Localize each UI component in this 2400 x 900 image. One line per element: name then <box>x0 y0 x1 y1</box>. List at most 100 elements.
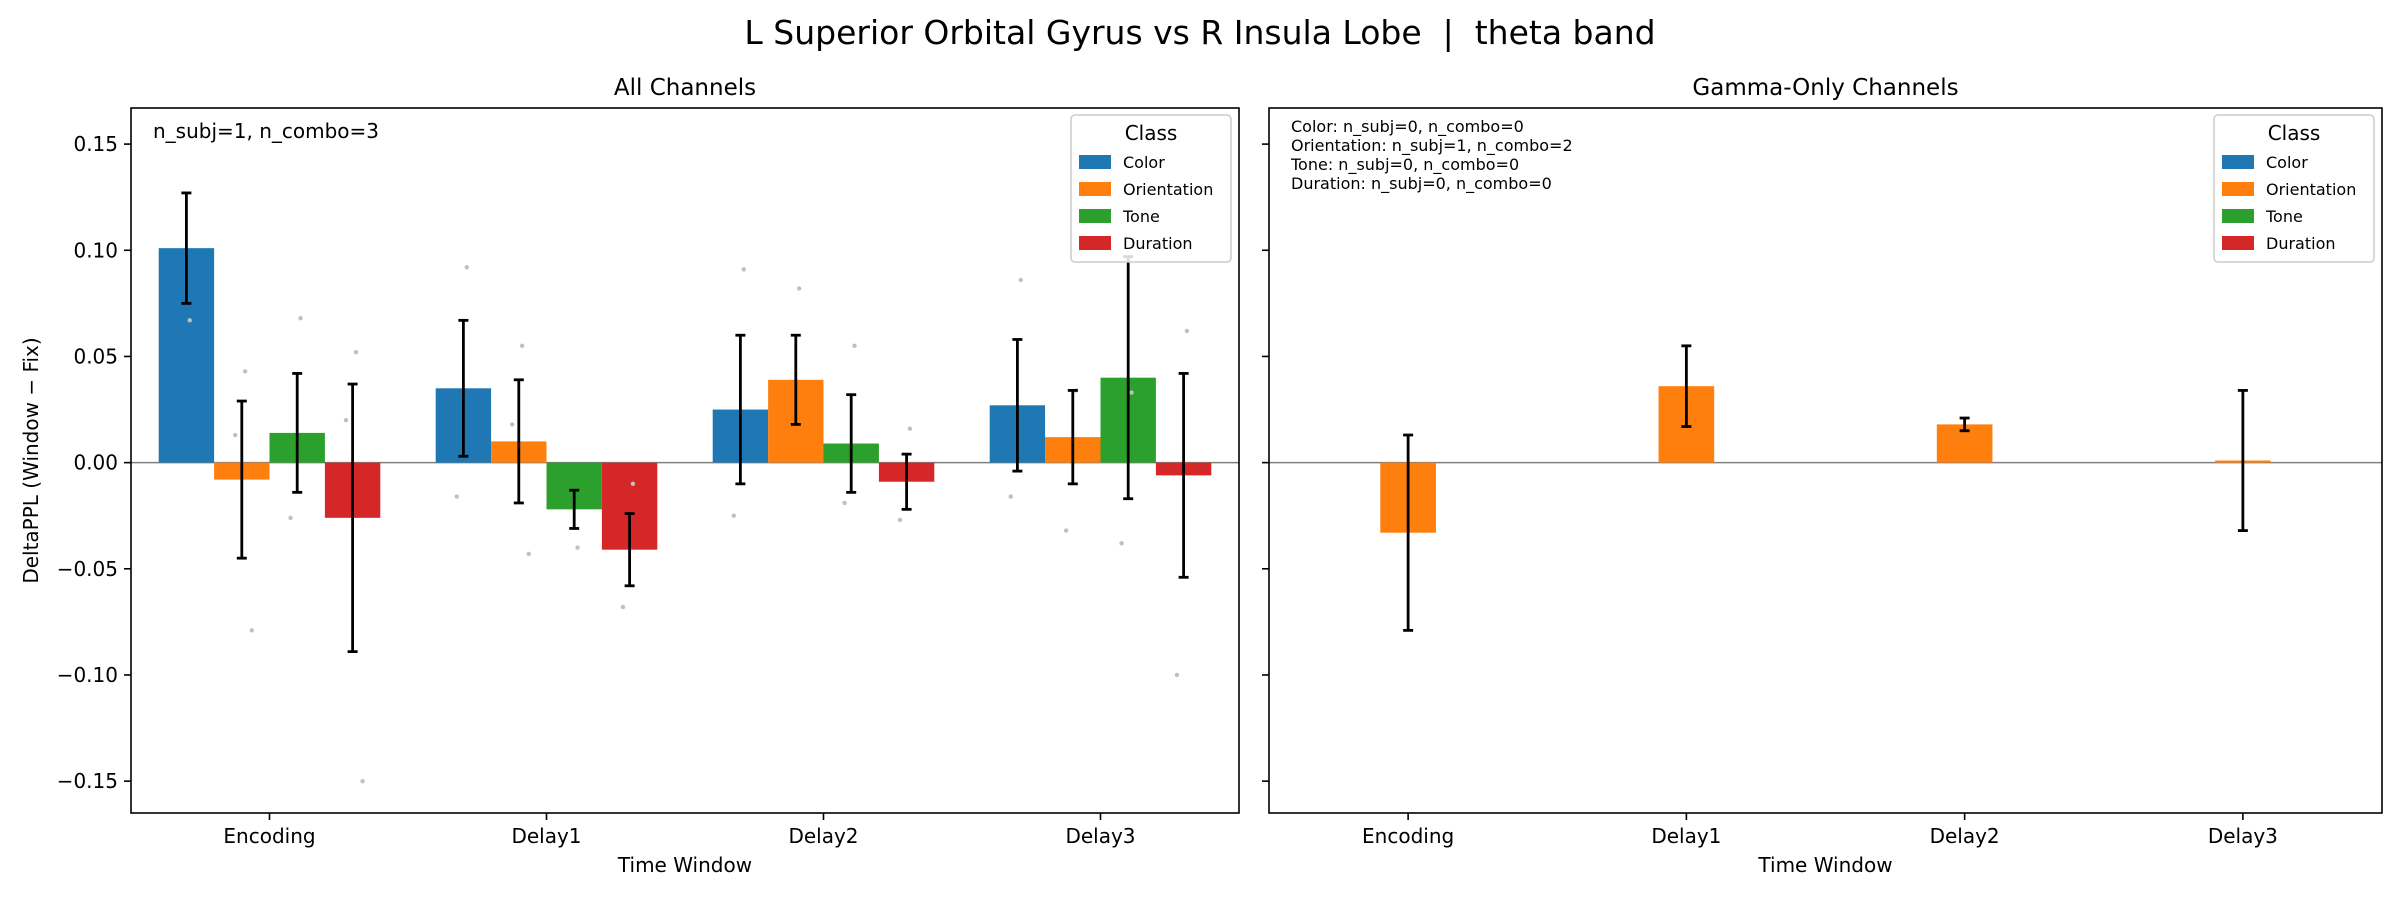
data-point-orientation <box>796 286 802 291</box>
x-axis-label: Time Window <box>1757 853 1892 877</box>
data-point-duration <box>897 517 903 523</box>
annotation-text: n_subj=1, n_combo=3 <box>153 119 379 143</box>
data-point-color <box>454 494 459 499</box>
error-bar-color-delay3 <box>1012 338 1023 473</box>
error-bar-orientation-delay2 <box>1959 416 1970 433</box>
y-tick-label: 0.05 <box>73 344 118 368</box>
annotation-text: Color: n_subj=0, n_combo=0 <box>1291 117 1524 137</box>
x-tick-label: Delay2 <box>788 824 858 848</box>
panel-title: Gamma-Only Channels <box>1692 75 1958 101</box>
data-point-tone <box>852 343 857 349</box>
legend-label: Color <box>1123 153 1165 172</box>
legend-item-duration: Duration <box>2222 234 2336 253</box>
data-point-color <box>187 318 192 323</box>
error-bar-duration-encoding <box>347 382 358 654</box>
data-point-orientation <box>242 369 248 374</box>
y-tick-label: −0.10 <box>57 663 118 687</box>
data-point-orientation <box>1063 528 1069 533</box>
annotation-text: Duration: n_subj=0, n_combo=0 <box>1291 174 1552 194</box>
error-bar-orientation-delay3 <box>2237 389 2248 532</box>
legend-title: Class <box>1125 121 1178 145</box>
y-tick-label: −0.05 <box>57 557 118 581</box>
error-bar-color-delay2 <box>735 333 746 486</box>
error-bar-orientation-delay2 <box>790 333 801 426</box>
x-tick-label: Delay1 <box>1651 824 1721 848</box>
legend-item-color: Color <box>2222 153 2308 172</box>
data-point-tone <box>842 500 847 506</box>
legend-label: Color <box>2266 153 2308 172</box>
error-bar-orientation-delay1 <box>513 378 524 505</box>
legend-swatch <box>1079 155 1111 169</box>
legend-label: Duration <box>2266 234 2336 253</box>
data-point-duration <box>1184 328 1190 334</box>
data-point-tone <box>288 515 293 521</box>
legend-swatch <box>2222 155 2254 169</box>
y-tick-label: 0.10 <box>73 238 118 262</box>
data-point-tone <box>298 316 303 321</box>
data-point-tone <box>1119 541 1124 546</box>
x-tick-label: Delay1 <box>511 824 581 848</box>
error-bar-orientation-delay3 <box>1067 389 1078 486</box>
legend-item-tone: Tone <box>1079 207 1160 226</box>
x-axis-label: Time Window <box>617 853 752 877</box>
data-point-tone <box>575 545 580 550</box>
error-bar-duration-delay3 <box>1178 372 1189 579</box>
data-point-orientation <box>249 628 254 633</box>
panel-gamma-only-channels: Encoding Delay1 Delay2 Delay3 Gamma-Only Cha… <box>1262 75 2383 877</box>
error-bar-tone-delay1 <box>569 488 580 530</box>
error-bar-orientation-encoding <box>1403 433 1414 632</box>
x-tick-label: Delay3 <box>2208 824 2278 848</box>
y-axis-label: DeltaPPL (Window − Fix) <box>19 337 43 583</box>
panel-all-channels: −0.15 −0.10 −0.05 0.00 0.05 0.10 0.15 Encoding D… <box>19 75 1240 877</box>
error-bar-orientation-encoding <box>236 399 247 560</box>
data-point-duration <box>907 426 913 431</box>
error-bar-tone-delay2 <box>846 393 857 494</box>
data-point-orientation <box>526 551 531 557</box>
error-bar-duration-delay2 <box>901 452 912 511</box>
legend-title: Class <box>2268 121 2321 145</box>
data-point-duration <box>630 481 636 487</box>
y-tick-label: 0.15 <box>73 132 118 156</box>
legend-swatch <box>1079 182 1111 196</box>
legend-label: Duration <box>1123 234 1193 253</box>
legend-item-duration: Duration <box>1079 234 1193 253</box>
legend-item-orientation: Orientation <box>2222 180 2356 199</box>
data-point-duration <box>360 778 365 784</box>
legend-label: Orientation <box>2266 180 2356 199</box>
data-point-duration <box>1174 672 1180 678</box>
data-point-color <box>741 267 746 272</box>
error-bar-color-delay1 <box>458 318 469 458</box>
annotation-text: Tone: n_subj=0, n_combo=0 <box>1290 155 1519 175</box>
legend-box <box>1070 114 1232 263</box>
y-tick-label: −0.15 <box>57 769 118 793</box>
x-tick-label: Delay2 <box>1930 824 2000 848</box>
data-point-color <box>464 265 469 270</box>
legend: Class Color Orientation Tone Duration <box>1070 114 1232 263</box>
legend-item-tone: Tone <box>2222 207 2303 226</box>
data-point-tone <box>1129 390 1134 395</box>
error-bar-duration-delay1 <box>624 512 635 588</box>
axes-frame <box>130 107 1240 814</box>
axes-frame <box>1268 107 2383 814</box>
data-point-duration <box>620 604 626 610</box>
error-bar-orientation-delay1 <box>1681 344 1692 428</box>
x-tick-label: Encoding <box>1362 824 1454 848</box>
data-point-orientation <box>519 343 525 349</box>
x-tick-label: Encoding <box>223 824 315 848</box>
panel-title: All Channels <box>614 75 756 101</box>
data-point-color <box>1008 494 1013 499</box>
annotation-text: Orientation: n_subj=1, n_combo=2 <box>1291 136 1573 156</box>
data-point-orientation <box>232 432 238 438</box>
figure-title: L Superior Orbital Gyrus vs R Insula Lob… <box>744 13 1655 52</box>
legend-label: Tone <box>2265 207 2303 226</box>
legend-swatch <box>2222 209 2254 223</box>
legend-swatch <box>2222 182 2254 196</box>
data-point-duration <box>353 350 359 355</box>
y-tick-label: 0.00 <box>73 451 118 475</box>
error-bar-tone-encoding <box>292 372 303 494</box>
data-point-orientation <box>509 422 515 427</box>
legend-item-color: Color <box>1079 153 1165 172</box>
data-point-color <box>1018 277 1023 283</box>
error-bar-color-encoding <box>181 191 192 305</box>
